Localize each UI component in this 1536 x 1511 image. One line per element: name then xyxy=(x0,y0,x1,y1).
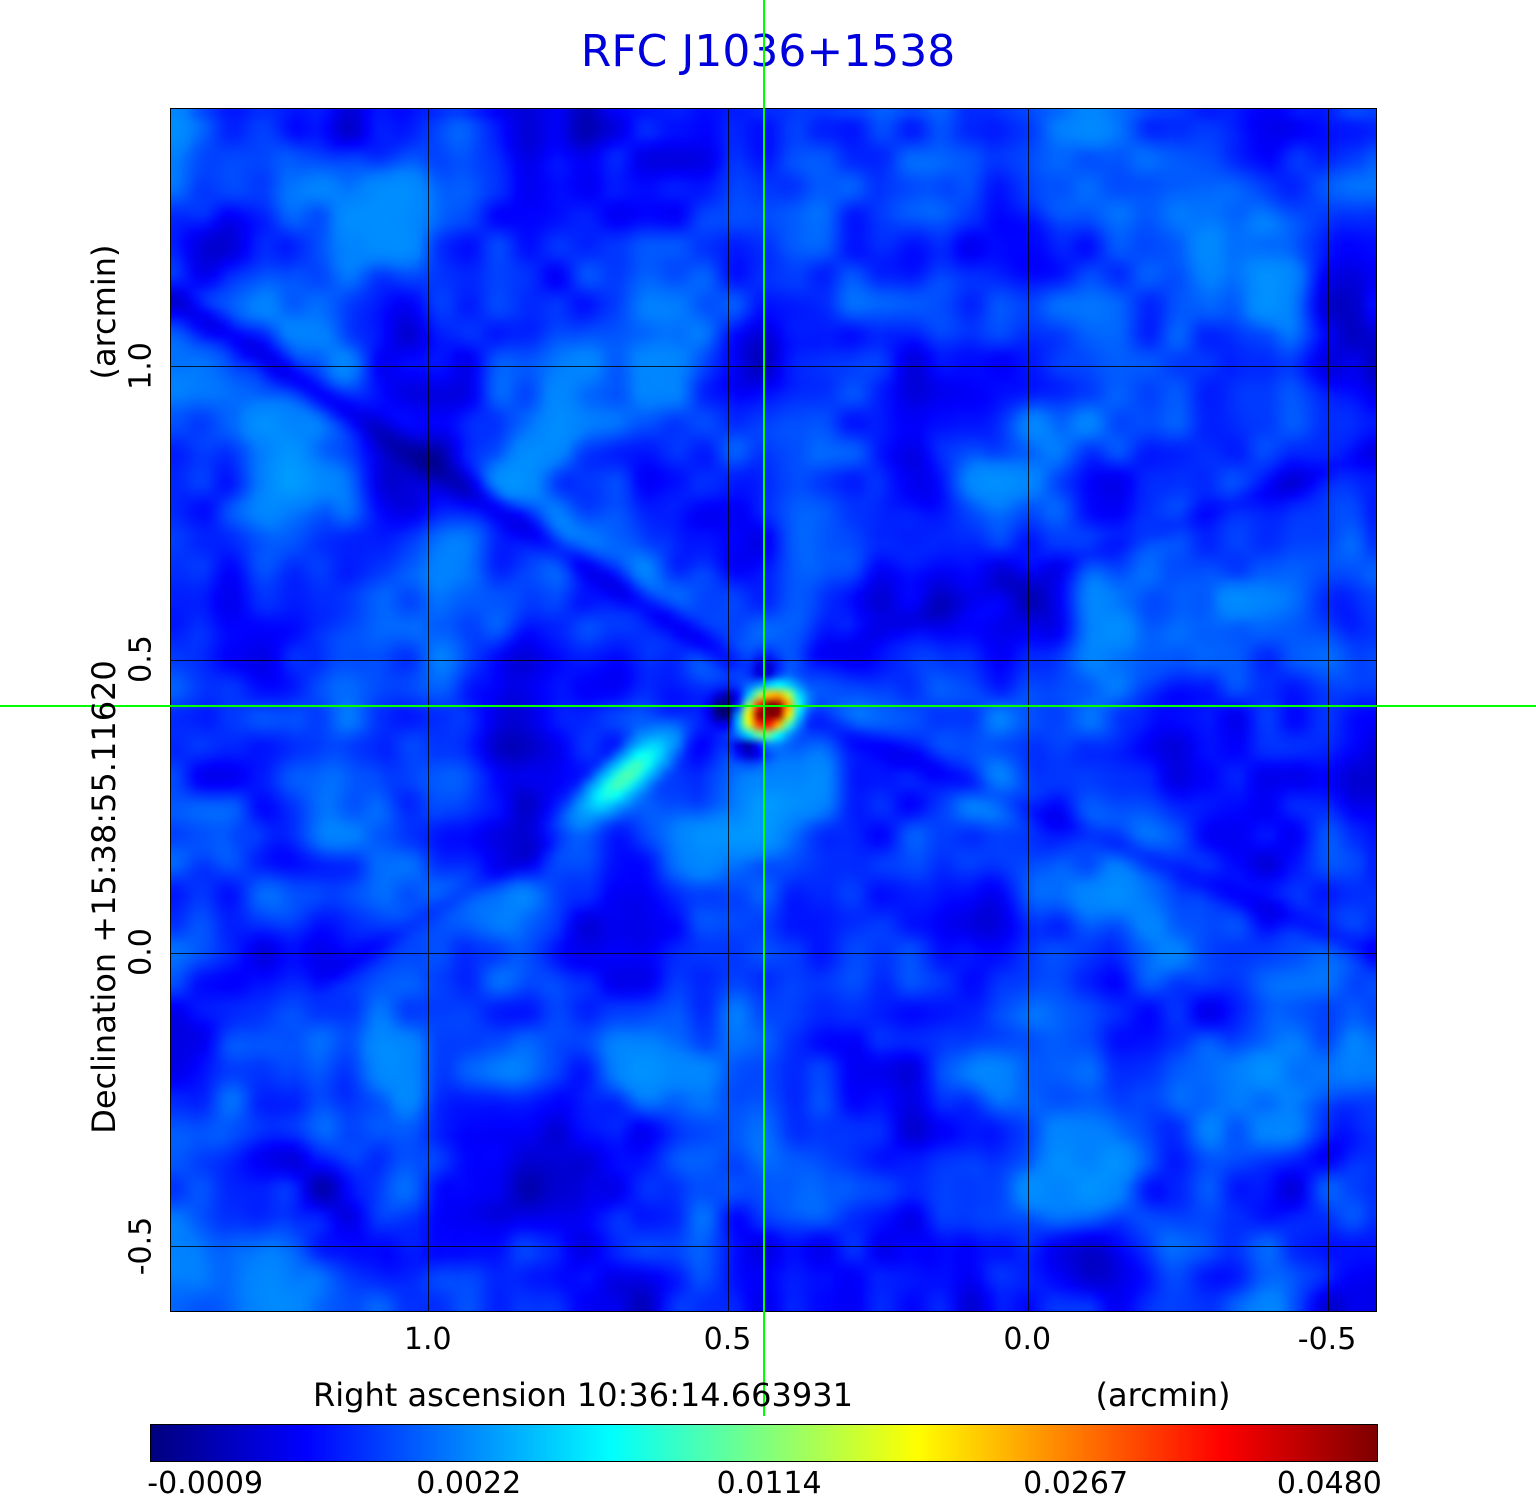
y-axis-label: Declination +15:38:55.11620 xyxy=(85,660,123,1134)
x-axis-unit: (arcmin) xyxy=(1095,1376,1231,1414)
y-tick-label: -0.5 xyxy=(123,1216,159,1275)
x-axis-label: Right ascension 10:36:14.663931 xyxy=(313,1376,853,1414)
y-tick-label: 0.0 xyxy=(123,928,159,977)
plot-title: RFC J1036+1538 xyxy=(580,26,956,77)
y-tick-label: 1.0 xyxy=(123,342,159,390)
x-grid-line xyxy=(1327,109,1329,1311)
colorbar-tick-label: 0.0022 xyxy=(416,1466,522,1501)
colorbar-tick-label: 0.0267 xyxy=(1023,1466,1129,1501)
y-grid-line xyxy=(171,366,1376,368)
colorbar-tick-label: -0.0009 xyxy=(147,1466,264,1501)
x-grid-line xyxy=(728,109,730,1311)
x-tick-label: 0.5 xyxy=(703,1322,752,1357)
y-grid-line xyxy=(171,952,1376,954)
x-grid-line xyxy=(428,109,430,1311)
heatmap-canvas xyxy=(171,109,1376,1311)
y-tick-label: 0.5 xyxy=(123,635,159,684)
colorbar-tick-label: 0.0480 xyxy=(1276,1466,1382,1501)
x-grid-line xyxy=(1027,109,1029,1311)
y-axis-unit: (arcmin) xyxy=(85,244,123,380)
x-tick-label: 0.0 xyxy=(1003,1322,1052,1357)
crosshair-horizontal-line xyxy=(0,705,1536,708)
x-tick-label: -0.5 xyxy=(1297,1322,1357,1357)
crosshair-vertical-line xyxy=(762,0,765,1416)
y-grid-line xyxy=(171,1246,1376,1247)
colorbar-tick-label: 0.0114 xyxy=(716,1466,822,1501)
plot-area xyxy=(170,108,1377,1312)
y-grid-line xyxy=(171,659,1376,661)
x-tick-label: 1.0 xyxy=(403,1322,452,1357)
colorbar xyxy=(150,1424,1378,1462)
